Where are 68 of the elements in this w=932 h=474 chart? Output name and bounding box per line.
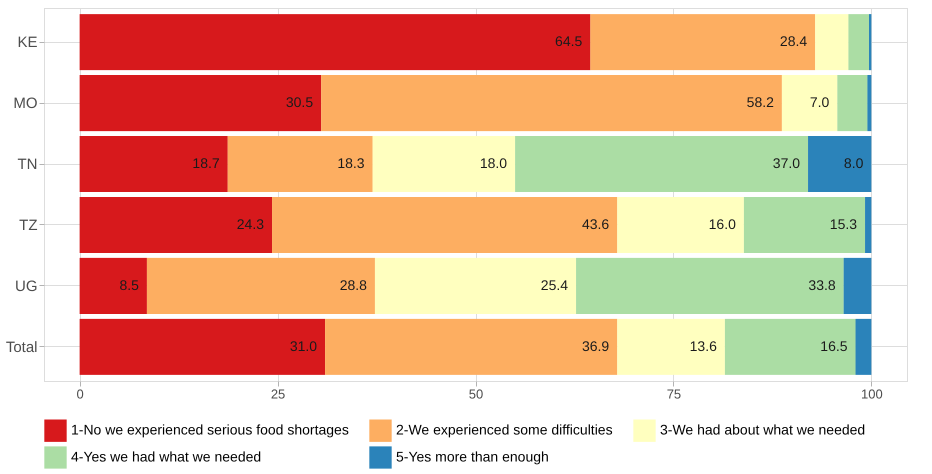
data-label: 36.9	[582, 338, 610, 354]
bar	[80, 258, 147, 314]
data-label: 37.0	[772, 155, 800, 172]
legend-label: 4-Yes we had what we needed	[71, 448, 262, 464]
data-label: 18.3	[337, 155, 365, 172]
bar	[80, 136, 228, 192]
bar	[848, 14, 869, 70]
bar	[590, 14, 816, 70]
bar	[837, 75, 868, 132]
bar	[321, 75, 782, 132]
data-label: 13.6	[690, 338, 718, 354]
bar	[325, 318, 618, 375]
data-label: 58.2	[746, 94, 774, 110]
data-label: 7.0	[810, 94, 830, 110]
bar	[80, 318, 326, 375]
x-tick-label: 50	[468, 386, 484, 402]
data-label: 15.3	[830, 216, 858, 232]
bar	[856, 318, 872, 375]
bar	[228, 136, 373, 192]
bar	[146, 258, 375, 314]
data-label: 16.0	[708, 216, 736, 232]
bar	[272, 196, 618, 254]
y-tick-label: MO	[13, 95, 38, 112]
data-label: 30.5	[286, 94, 314, 110]
bar	[744, 196, 866, 254]
data-label: 8.5	[119, 276, 140, 293]
data-label: 28.4	[780, 33, 808, 50]
y-tick-label: UG	[15, 278, 38, 295]
legend-label: 2-We experienced some difficulties	[396, 422, 613, 438]
bar	[617, 318, 725, 375]
bar	[865, 196, 872, 254]
bar	[867, 75, 872, 132]
data-label: 31.0	[290, 338, 318, 354]
x-tick-label: 0	[76, 386, 84, 402]
bar	[576, 258, 844, 314]
y-tick-label: KE	[17, 34, 38, 52]
bar	[515, 136, 808, 192]
bar	[80, 14, 590, 70]
legend-label: 3-We had about what we needed	[660, 422, 866, 438]
x-tick-label: 75	[666, 386, 682, 402]
legend-label: 5-Yes more than enough	[396, 448, 549, 464]
data-label: 16.5	[820, 338, 848, 354]
x-tick-label: 100	[861, 386, 883, 402]
y-tick-label: TZ	[19, 216, 38, 234]
data-label: 18.7	[192, 155, 220, 172]
data-label: 24.3	[236, 216, 264, 232]
y-tick-label: Total	[6, 338, 38, 356]
y-tick-label: TN	[18, 156, 38, 174]
bar	[724, 318, 856, 375]
data-label: 8.0	[844, 155, 864, 172]
bar	[844, 258, 872, 314]
bar	[868, 14, 872, 70]
data-label: 18.0	[480, 155, 508, 172]
legend-label: 1-No we experienced serious food shortages	[71, 422, 349, 438]
bar	[80, 75, 322, 132]
data-label: 43.6	[582, 216, 610, 232]
bar	[374, 258, 576, 314]
bar	[815, 14, 848, 70]
bar	[808, 136, 872, 192]
data-label: 25.4	[540, 276, 568, 293]
data-label: 33.8	[808, 276, 836, 293]
bar	[372, 136, 516, 192]
bar	[782, 75, 838, 132]
data-label: 64.5	[555, 33, 583, 50]
bar	[617, 196, 744, 254]
data-label: 28.8	[340, 276, 368, 293]
x-tick-label: 25	[270, 386, 286, 402]
bar	[80, 196, 272, 254]
